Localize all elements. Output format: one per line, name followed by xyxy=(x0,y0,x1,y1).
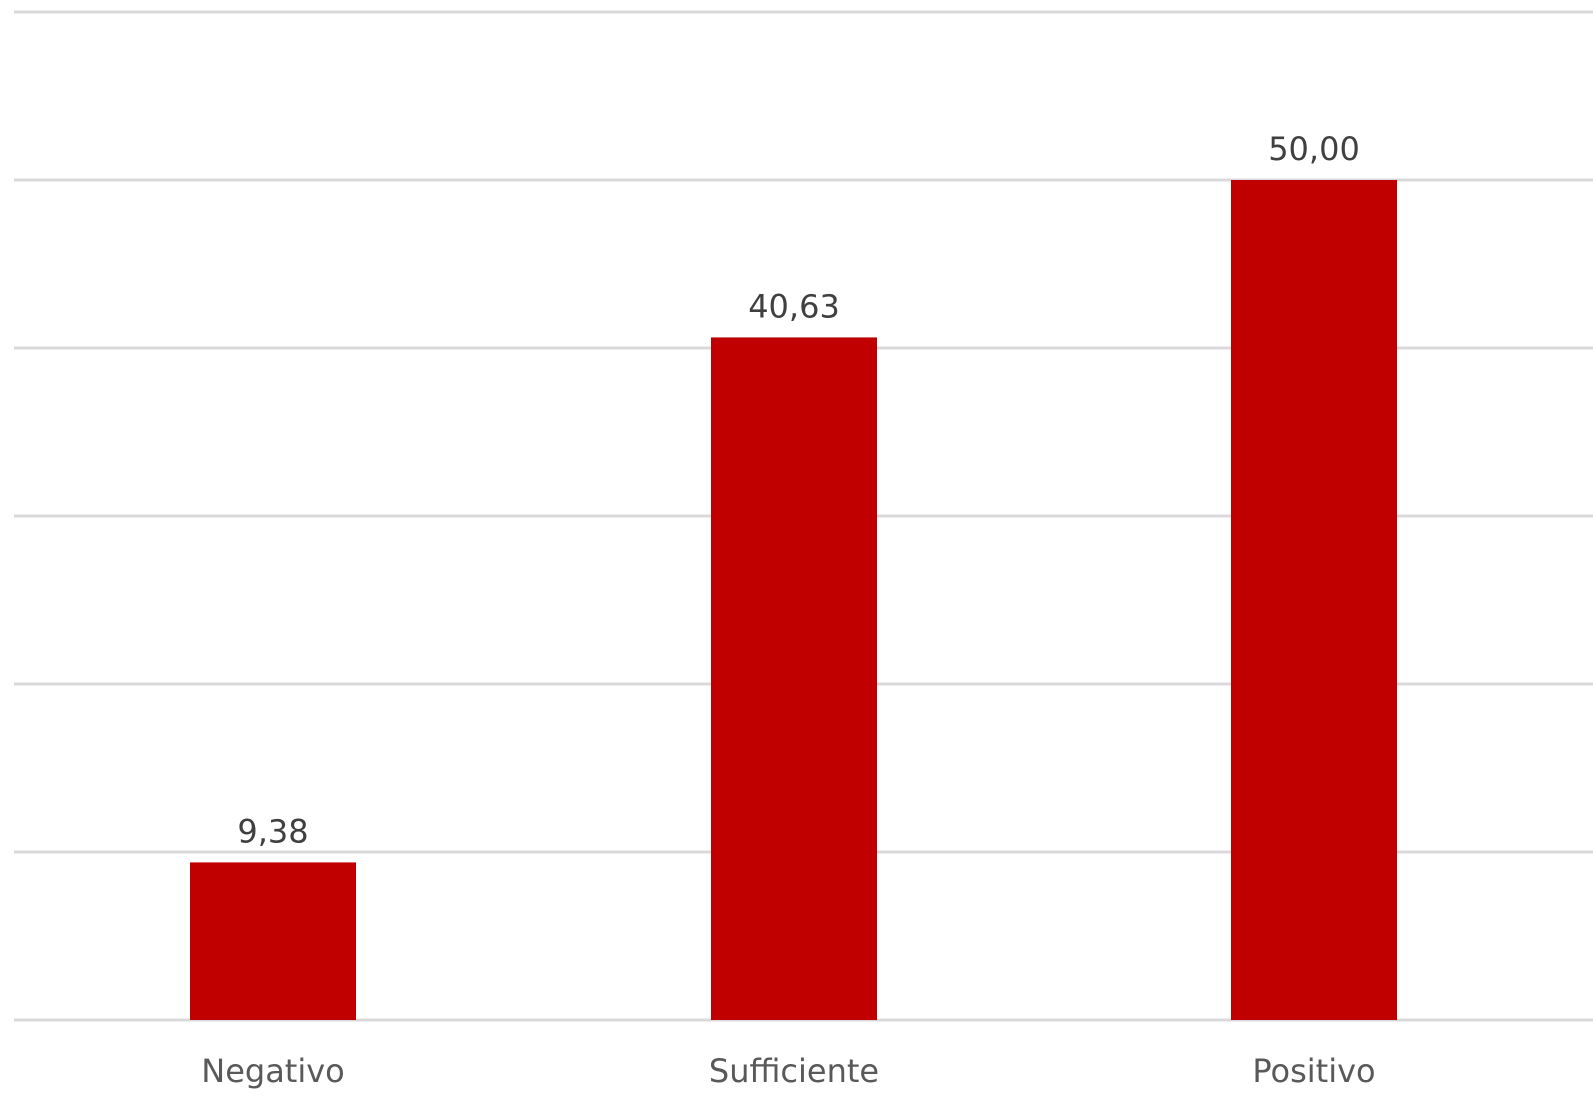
bar-sufficiente xyxy=(711,337,877,1020)
bars xyxy=(190,180,1397,1020)
category-label-positivo: Positivo xyxy=(1252,1052,1375,1090)
category-label-negativo: Negativo xyxy=(201,1052,345,1090)
data-label-negativo: 9,38 xyxy=(237,812,308,850)
data-labels: 9,38 40,63 50,00 xyxy=(237,130,1359,850)
category-axis: Negativo Sufficiente Positivo xyxy=(201,1052,1375,1090)
category-label-sufficiente: Sufficiente xyxy=(709,1052,879,1090)
bar-negativo xyxy=(190,862,356,1020)
data-label-positivo: 50,00 xyxy=(1268,130,1360,168)
bar-positivo xyxy=(1231,180,1397,1020)
data-label-sufficiente: 40,63 xyxy=(748,287,840,325)
